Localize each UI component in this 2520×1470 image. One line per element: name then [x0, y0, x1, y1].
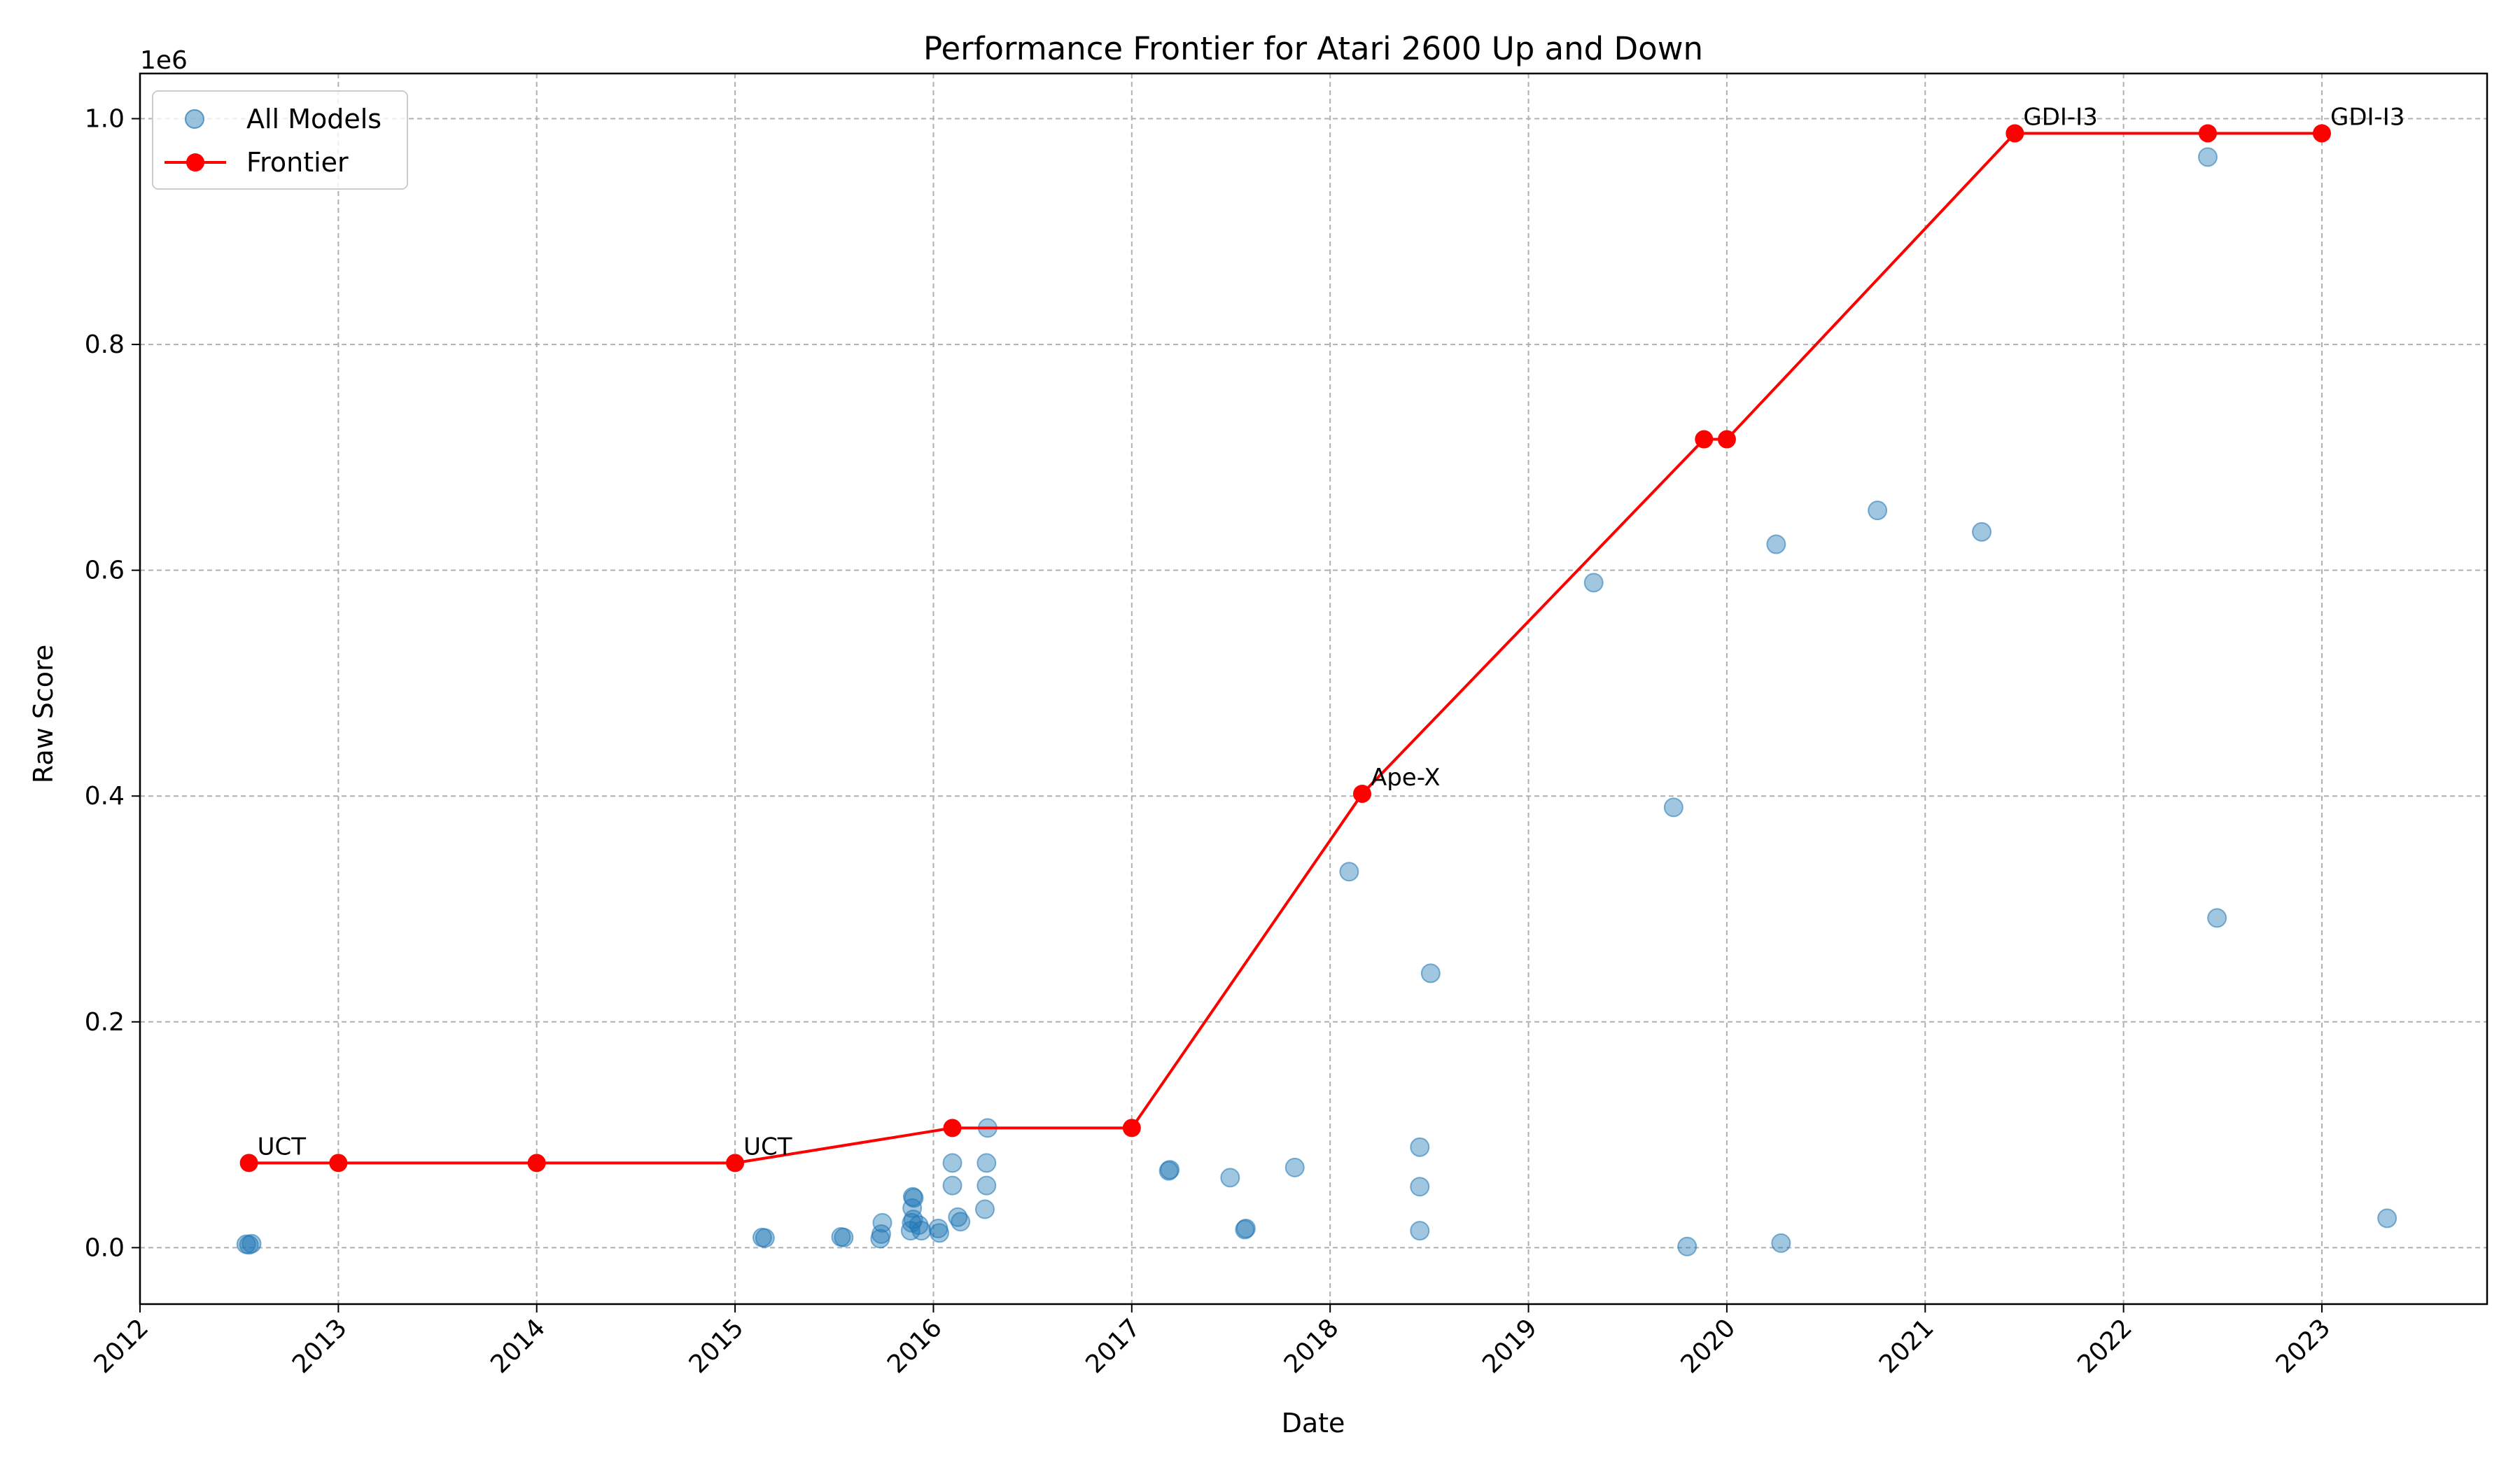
legend-box: [152, 90, 408, 190]
frontier-point: [2005, 124, 2024, 143]
scatter-point: [1420, 963, 1441, 983]
scatter-point: [872, 1212, 892, 1233]
legend-marker-all-models: [185, 109, 204, 129]
scatter-point: [911, 1221, 932, 1241]
scatter-point: [1158, 1161, 1179, 1181]
scatter-point: [1972, 522, 1992, 542]
y-axis-label: Raw Score: [28, 645, 59, 783]
grid: [139, 74, 2487, 1304]
x-tick-label: 2012: [89, 1313, 155, 1379]
scatter-point: [1410, 1137, 1430, 1157]
scatter-point: [942, 1175, 962, 1196]
scatter-point: [1868, 500, 1888, 521]
x-tick-label: 2018: [1279, 1313, 1345, 1379]
frontier-point: [329, 1154, 348, 1172]
scatter-point: [902, 1186, 923, 1207]
scatter-point: [1410, 1221, 1430, 1241]
x-tick-label: 2013: [287, 1313, 353, 1379]
frontier-point: [726, 1154, 745, 1172]
y-tick-label: 0.0: [85, 1233, 125, 1262]
y-tick-label: 0.6: [85, 556, 125, 585]
scatter-point: [2207, 908, 2227, 928]
scatter-point: [951, 1212, 971, 1232]
x-tick-label: 2019: [1477, 1313, 1543, 1379]
annotation-label: GDI-I3: [2023, 103, 2097, 131]
frontier-point: [527, 1154, 546, 1172]
x-tick-label: 2021: [1874, 1313, 1940, 1379]
annotation-label: GDI-I3: [2330, 103, 2404, 131]
scatter-point: [1583, 573, 1604, 593]
x-tick-label: 2020: [1675, 1313, 1741, 1379]
frontier-point: [1695, 430, 1714, 449]
scatter-point: [834, 1227, 854, 1247]
scatter-point: [1339, 862, 1359, 882]
x-tick-label: 2016: [882, 1313, 948, 1379]
scatter-point: [942, 1153, 962, 1173]
annotation-label: UCT: [743, 1133, 792, 1161]
legend-label-all-models: All Models: [246, 104, 382, 134]
scatter-point: [975, 1199, 995, 1219]
frontier-point: [2198, 124, 2217, 143]
scatter-point: [1410, 1177, 1430, 1197]
y-ticks: 0.0 0.2 0.4 0.6 0.8 1.0: [85, 105, 140, 1262]
frontier-point: [1352, 784, 1371, 803]
chart-title: Performance Frontier for Atari 2600 Up a…: [923, 30, 1703, 67]
scatter-point: [1160, 1160, 1180, 1180]
x-tick-label: 2022: [2072, 1313, 2138, 1379]
scatter-point: [1766, 534, 1786, 554]
x-axis-label: Date: [1282, 1408, 1345, 1438]
scatter-point: [1220, 1168, 1240, 1188]
frontier-point: [943, 1119, 962, 1138]
scatter-point: [904, 1188, 924, 1208]
scatter-point: [1284, 1157, 1305, 1177]
scatter-point: [755, 1228, 775, 1248]
scatter-point: [976, 1153, 997, 1173]
annotation-label: Ape-X: [1371, 764, 1441, 792]
scatter-point: [2377, 1208, 2398, 1228]
frontier-point: [2312, 124, 2331, 143]
frontier-series: [239, 124, 2331, 1172]
scatter-point: [1663, 797, 1684, 818]
legend-marker-frontier: [186, 153, 204, 172]
annotation-label: UCT: [258, 1133, 307, 1161]
x-tick-label: 2023: [2271, 1313, 2337, 1379]
scatter-point: [241, 1233, 262, 1254]
annotations: UCT UCT Ape-X GDI-I3 GDI-I3: [258, 103, 2405, 1161]
scatter-point: [1235, 1219, 1255, 1240]
legend-label-frontier: Frontier: [246, 147, 349, 178]
frontier-point: [1122, 1119, 1141, 1138]
frontier-point: [239, 1154, 258, 1172]
x-tick-label: 2017: [1080, 1313, 1146, 1379]
scatter-point: [929, 1223, 949, 1243]
plot-frame: [139, 72, 2488, 1306]
scatter-point: [1677, 1236, 1698, 1256]
scatter-point: [2197, 147, 2218, 167]
y-tick-label: 0.4: [85, 782, 125, 811]
x-tick-label: 2014: [485, 1313, 551, 1379]
x-tick-label: 2015: [684, 1313, 750, 1379]
scatter-series: [236, 147, 2398, 1256]
scatter-point: [1236, 1218, 1256, 1238]
x-ticks: 2012 2013 2014 2015 2016 2017 2018 2019 2020 2021…: [89, 1304, 2337, 1379]
scatter-point: [1771, 1233, 1791, 1253]
frontier-point: [1717, 430, 1736, 449]
y-tick-label: 0.8: [85, 330, 125, 359]
frontier-line: [248, 132, 2322, 1165]
y-offset-label: 1e6: [140, 46, 188, 75]
y-tick-label: 1.0: [85, 105, 125, 134]
scatter-point: [976, 1175, 997, 1196]
y-tick-label: 0.2: [85, 1008, 125, 1037]
legend: All Models Frontier: [152, 90, 408, 190]
